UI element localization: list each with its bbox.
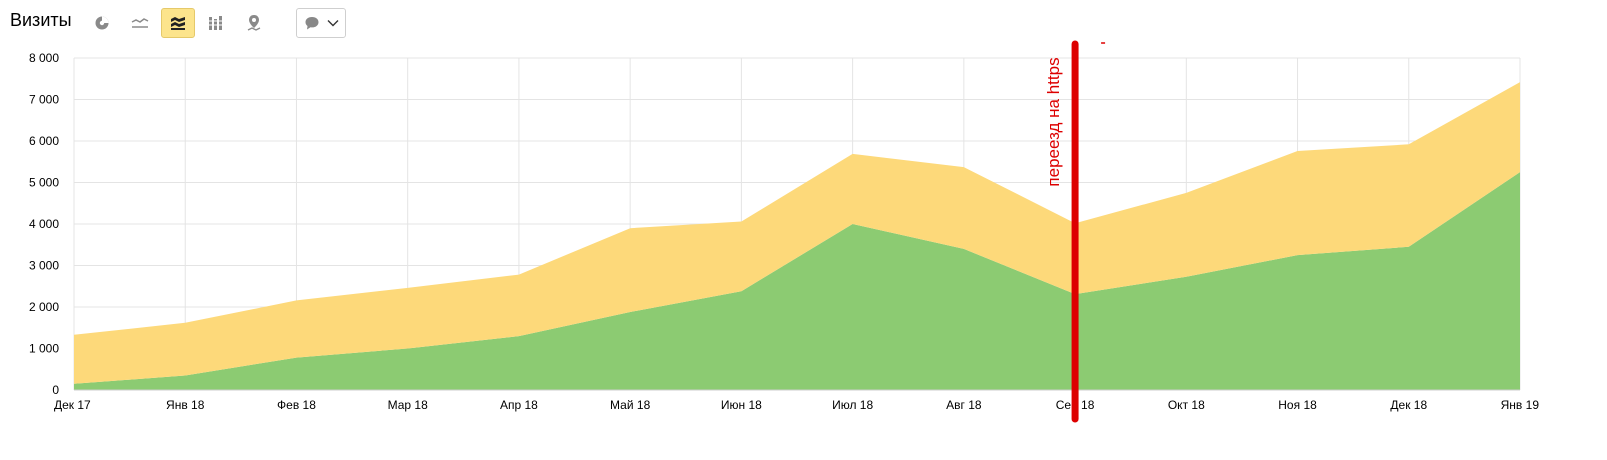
x-tick-label: Дек 18 (1390, 398, 1427, 412)
line-chart-button[interactable] (123, 8, 157, 38)
x-tick-label: Ноя 18 (1278, 398, 1317, 412)
pie-chart-button[interactable] (85, 8, 119, 38)
stacked-area-icon (171, 17, 185, 30)
comment-dropdown[interactable] (296, 8, 346, 38)
y-tick-label: 4 000 (29, 217, 59, 231)
y-tick-label: 7 000 (29, 93, 59, 107)
y-tick-label: 6 000 (29, 134, 59, 148)
y-tick-label: 5 000 (29, 176, 59, 190)
pie-chart-icon (95, 16, 109, 30)
x-tick-label: Янв 18 (166, 398, 205, 412)
x-tick-label: Янв 19 (1501, 398, 1540, 412)
x-tick-label: Дек 17 (54, 398, 91, 412)
x-tick-label: Июн 18 (721, 398, 762, 412)
x-tick-label: Май 18 (610, 398, 651, 412)
y-tick-label: 2 000 (29, 300, 59, 314)
x-tick-label: Июл 18 (832, 398, 873, 412)
line-chart-icon (131, 18, 149, 28)
x-tick-label: Фев 18 (277, 398, 316, 412)
y-tick-label: 3 000 (29, 259, 59, 273)
chart-toolbar: Визиты (0, 0, 1607, 48)
series-area-yellow (74, 82, 1520, 384)
y-tick-label: 0 (52, 383, 59, 397)
chevron-down-icon (327, 20, 338, 27)
map-button[interactable] (237, 8, 271, 38)
column-chart-icon (209, 16, 222, 30)
column-chart-button[interactable] (199, 8, 233, 38)
annotation-label: переезд на https (1044, 57, 1063, 186)
chart-title: Визиты (10, 10, 72, 30)
y-tick-label: 8 000 (29, 51, 59, 65)
y-tick-label: 1 000 (29, 342, 59, 356)
map-icon (247, 15, 261, 31)
x-tick-label: Окт 18 (1168, 398, 1205, 412)
x-tick-label: Мар 18 (388, 398, 428, 412)
comment-icon (305, 16, 318, 29)
x-tick-label: Апр 18 (500, 398, 538, 412)
stacked-area-button[interactable] (161, 8, 195, 38)
series-area-green (74, 172, 1520, 390)
x-tick-label: Авг 18 (946, 398, 982, 412)
